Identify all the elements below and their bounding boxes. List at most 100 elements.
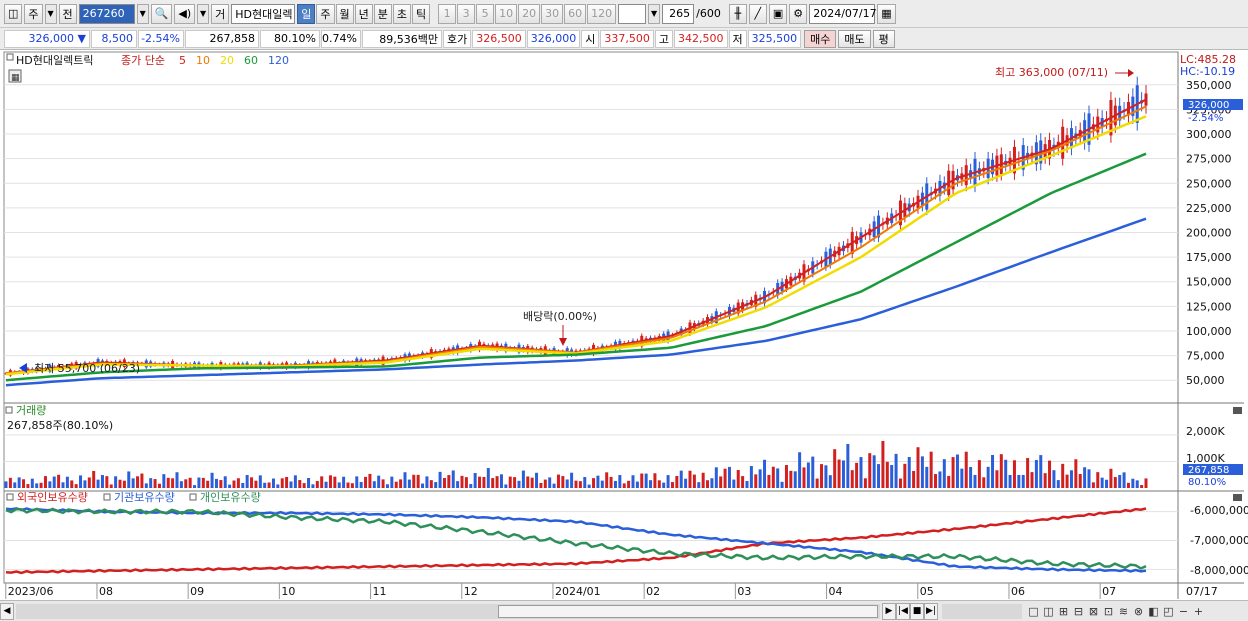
volume-bar [70, 480, 74, 488]
volume-bar [144, 483, 148, 488]
overlay-icon[interactable]: ⊡ [1103, 604, 1114, 618]
scroll-left-icon[interactable]: ◀ [0, 602, 14, 620]
holding-legend-box-icon [103, 493, 111, 501]
chart-area[interactable]: 350,000325,000300,000275,000250,000225,0… [0, 50, 1248, 600]
volume-bar [627, 480, 631, 488]
candle-type-icon[interactable]: ╫ [728, 3, 747, 24]
volume-bar [543, 479, 547, 488]
wave-icon[interactable]: ≋ [1118, 604, 1129, 618]
cancel-icon[interactable]: ⊗ [1133, 604, 1144, 618]
price-change: 8,500 [91, 29, 137, 48]
chart-canvas[interactable]: 350,000325,000300,000275,000250,000225,0… [0, 50, 1248, 600]
volume-bar [52, 476, 56, 488]
buy-button[interactable]: 매수 [804, 29, 837, 48]
period-button-1[interactable]: 주 [316, 3, 335, 24]
volume-bar [254, 480, 258, 488]
speaker-dropdown-icon[interactable]: ▼ [197, 3, 210, 24]
volume-bar [1021, 475, 1025, 488]
count-input[interactable]: 265 [662, 3, 695, 24]
holding-panel-close-icon[interactable] [1233, 494, 1242, 501]
volume-bar [271, 478, 275, 488]
speaker-icon[interactable]: ◀) [174, 3, 196, 24]
current-pct-tag: -2.54% [1188, 113, 1223, 124]
volume-bar [157, 483, 161, 488]
gear-icon[interactable]: ⚙ [789, 3, 808, 24]
volume-bar [131, 478, 135, 488]
holding-tick-7m: -7,000,000 [1190, 534, 1248, 547]
prev-button[interactable]: 전 [58, 3, 77, 24]
compare-icon[interactable]: ⊟ [1073, 604, 1084, 618]
period-button-0[interactable]: 일 [297, 3, 316, 24]
layout-split-icon[interactable]: ◫ [1043, 604, 1054, 618]
volume-panel-close-icon[interactable] [1233, 407, 1242, 414]
layout-grid-icon[interactable]: ⊞ [1058, 604, 1069, 618]
line-tool-icon[interactable]: ╱ [748, 3, 767, 24]
high-arrow-icon [1128, 69, 1134, 77]
panel-icon[interactable]: ◰ [1163, 604, 1174, 618]
volume-bar [793, 471, 797, 488]
cross-icon[interactable]: ⊠ [1088, 604, 1099, 618]
interval-button-10[interactable]: 10 [495, 3, 518, 24]
price-tick-label: 150,000 [1186, 276, 1232, 289]
volume-bar [179, 481, 183, 488]
zoom-track[interactable] [942, 603, 1022, 619]
interval-button-120[interactable]: 120 [587, 3, 617, 24]
period-button-3[interactable]: 년 [354, 3, 373, 24]
save-icon[interactable]: ▣ [768, 3, 788, 24]
interval-button-1[interactable]: 1 [438, 3, 457, 24]
empty-dropdown-icon[interactable]: ▼ [648, 3, 661, 24]
scroll-start-icon[interactable]: |◀ [896, 602, 910, 620]
layer-icon[interactable]: ◧ [1148, 604, 1159, 618]
empty-select[interactable] [618, 3, 647, 24]
scroll-thumb[interactable] [498, 604, 878, 618]
market-select[interactable]: 주 [24, 3, 43, 24]
indicator-table-icon[interactable] [8, 69, 22, 83]
date-input[interactable]: 2024/07/17 [809, 3, 877, 24]
scroll-end-icon[interactable]: ▶| [924, 602, 938, 620]
interval-button-20[interactable]: 20 [518, 3, 541, 24]
trade-button[interactable]: 거 [211, 3, 230, 24]
volume-bar [1026, 458, 1030, 488]
volume-bar [153, 479, 157, 488]
zoom-out-icon[interactable]: − [1178, 604, 1189, 618]
volume-bar [74, 484, 78, 488]
period-button-4[interactable]: 분 [373, 3, 392, 24]
volume-bar [719, 476, 723, 488]
period-button-2[interactable]: 월 [335, 3, 354, 24]
legend-ma-120: 120 [268, 54, 289, 67]
window-icon[interactable]: ◫ [4, 3, 23, 24]
volume-bar [605, 472, 609, 488]
holding-line-2 [5, 507, 1147, 570]
interval-button-3[interactable]: 3 [457, 3, 476, 24]
calendar-icon[interactable]: ▦ [877, 3, 896, 24]
volume-bar [491, 478, 495, 488]
volume-bar [574, 480, 578, 488]
volume-bar [26, 484, 30, 488]
period-button-5[interactable]: 초 [392, 3, 411, 24]
price-tick-label: 250,000 [1186, 177, 1232, 190]
volume-bar [210, 472, 214, 488]
sell-button[interactable]: 매도 [838, 29, 871, 48]
interval-button-60[interactable]: 60 [564, 3, 587, 24]
zoom-in-icon[interactable]: + [1193, 604, 1204, 618]
scroll-right-icon[interactable]: ▶ [882, 602, 896, 620]
volume-bar [377, 475, 381, 488]
scroll-track[interactable] [16, 603, 880, 619]
stock-code-input[interactable]: 267260 [78, 3, 135, 24]
volume-bar [872, 455, 876, 488]
volume-bar [508, 476, 512, 488]
period-button-6[interactable]: 틱 [412, 3, 431, 24]
volume-bar [859, 457, 863, 488]
layout-single-icon[interactable]: □ [1028, 604, 1039, 618]
stop-icon[interactable]: ■ [910, 602, 924, 620]
volume-bar [114, 476, 118, 488]
code-dropdown-icon[interactable]: ▼ [136, 3, 149, 24]
interval-button-5[interactable]: 5 [476, 3, 495, 24]
indicator-table-glyph: ▦ [11, 73, 20, 83]
search-icon[interactable]: 🔍 [150, 3, 173, 24]
market-dropdown-icon[interactable]: ▼ [44, 3, 57, 24]
interval-button-30[interactable]: 30 [541, 3, 564, 24]
volume-bar [1113, 477, 1117, 488]
average-button[interactable]: 평 [872, 29, 895, 48]
price-tick-label: 100,000 [1186, 325, 1232, 338]
